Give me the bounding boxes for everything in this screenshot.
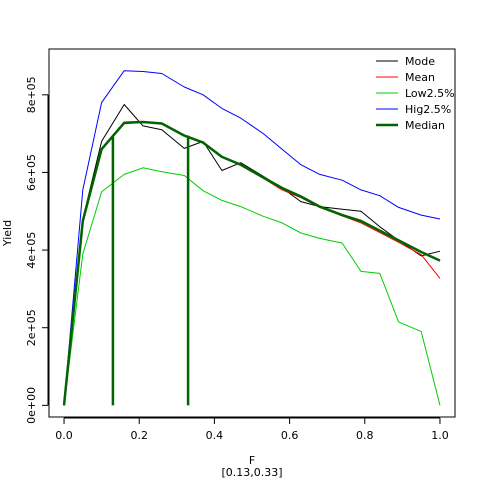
x-tick-label: 0.4: [206, 429, 224, 442]
series-line-median: [62, 120, 441, 406]
y-axis-label: Yield: [1, 220, 14, 247]
x-tick-label: 0.0: [55, 429, 73, 442]
x-tick-label: 1.0: [431, 429, 449, 442]
y-tick-label: 8e+05: [25, 76, 38, 113]
series-line-hig2-5-: [63, 70, 441, 406]
x-axis-label: F: [249, 454, 255, 467]
x-axis-sublabel: [0.13,0.33]: [221, 466, 282, 479]
y-tick-label: 2e+05: [25, 309, 38, 346]
x-tick-label: 0.6: [281, 429, 299, 442]
series-line-mode: [63, 104, 441, 406]
plot-frame: [48, 48, 456, 418]
vline-layer: [111, 135, 190, 406]
y-tick-label: 4e+05: [25, 232, 38, 269]
series-line-mean: [63, 121, 441, 406]
x-tick-label: 0.2: [130, 429, 148, 442]
legend-label: Mean: [405, 71, 435, 84]
series-line-low2-5-: [63, 167, 441, 406]
legend-label: Hig2.5%: [405, 103, 451, 116]
legend-label: Mode: [405, 55, 435, 68]
legend: Mode Mean Low2.5% Hig2.5% Median: [376, 55, 455, 132]
y-tick-label: 0e+00: [25, 387, 38, 424]
x-tick-label: 0.8: [356, 429, 374, 442]
y-tick-label: 6e+05: [25, 154, 38, 191]
legend-label: Low2.5%: [405, 87, 455, 100]
legend-label: Median: [405, 119, 445, 132]
series-layer: [62, 70, 441, 406]
axes: 0.0 0.2 0.4 0.6 0.8 1.0 0e+00 2e+05 4e+05 6e+05 8e…: [25, 76, 449, 442]
